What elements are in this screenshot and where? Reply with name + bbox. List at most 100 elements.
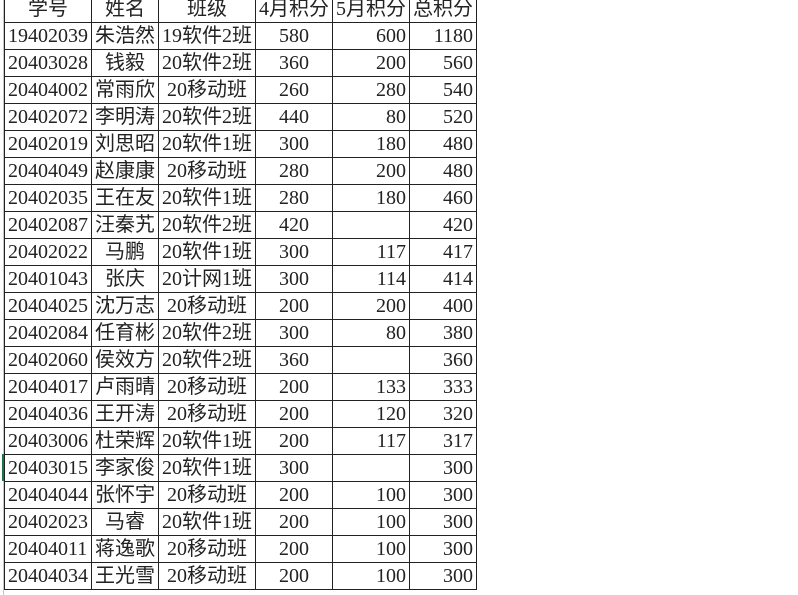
cell-total-points[interactable]: 320: [409, 400, 477, 428]
cell-class[interactable]: 20移动班: [158, 535, 256, 563]
cell-may-points[interactable]: 117: [332, 427, 410, 455]
cell-may-points[interactable]: 80: [332, 103, 410, 131]
cell-class[interactable]: 20计网1班: [158, 265, 256, 293]
cell-april-points[interactable]: 360: [255, 346, 333, 374]
cell-student-id[interactable]: 20402084: [4, 319, 92, 347]
cell-april-points[interactable]: 200: [255, 535, 333, 563]
cell-student-id[interactable]: 19402039: [4, 22, 92, 50]
cell-student-id[interactable]: 20402060: [4, 346, 92, 374]
cell-may-points[interactable]: 100: [332, 508, 410, 536]
cell-name[interactable]: 朱浩然: [91, 22, 159, 50]
cell-may-points[interactable]: 200: [332, 292, 410, 320]
cell-total-points[interactable]: 300: [409, 508, 477, 536]
cell-name[interactable]: 蒋逸歌: [91, 535, 159, 563]
header-cell-class[interactable]: 班级: [158, 0, 256, 23]
cell-total-points[interactable]: 300: [409, 535, 477, 563]
cell-student-id[interactable]: 20404044: [4, 481, 92, 509]
cell-name[interactable]: 王光雪: [91, 562, 159, 590]
header-cell-name[interactable]: 姓名: [91, 0, 159, 23]
cell-student-id[interactable]: 20403006: [4, 427, 92, 455]
cell-name[interactable]: 卢雨晴: [91, 373, 159, 401]
cell-class[interactable]: 20移动班: [158, 562, 256, 590]
cell-total-points[interactable]: 380: [409, 319, 477, 347]
cell-april-points[interactable]: 300: [255, 130, 333, 158]
cell-total-points[interactable]: 400: [409, 292, 477, 320]
header-cell-total-points[interactable]: 总积分: [409, 0, 477, 23]
cell-class[interactable]: 20软件1班: [158, 130, 256, 158]
cell-april-points[interactable]: 420: [255, 211, 333, 239]
cell-total-points[interactable]: 480: [409, 157, 477, 185]
cell-april-points[interactable]: 300: [255, 319, 333, 347]
cell-total-points[interactable]: 417: [409, 238, 477, 266]
cell-class[interactable]: 20软件2班: [158, 49, 256, 77]
cell-student-id[interactable]: 20403015: [4, 454, 92, 482]
cell-total-points[interactable]: 420: [409, 211, 477, 239]
cell-student-id[interactable]: 20404002: [4, 76, 92, 104]
cell-may-points[interactable]: [332, 454, 410, 482]
cell-student-id[interactable]: 20404036: [4, 400, 92, 428]
cell-april-points[interactable]: 260: [255, 76, 333, 104]
cell-student-id[interactable]: 20402035: [4, 184, 92, 212]
cell-class[interactable]: 20软件1班: [158, 427, 256, 455]
cell-class[interactable]: 20移动班: [158, 76, 256, 104]
cell-may-points[interactable]: 180: [332, 184, 410, 212]
cell-total-points[interactable]: 1180: [409, 22, 477, 50]
cell-may-points[interactable]: 200: [332, 49, 410, 77]
cell-april-points[interactable]: 200: [255, 508, 333, 536]
cell-total-points[interactable]: 560: [409, 49, 477, 77]
cell-student-id[interactable]: 20404034: [4, 562, 92, 590]
cell-total-points[interactable]: 333: [409, 373, 477, 401]
cell-may-points[interactable]: 180: [332, 130, 410, 158]
cell-may-points[interactable]: [332, 211, 410, 239]
cell-total-points[interactable]: 414: [409, 265, 477, 293]
cell-student-id[interactable]: 20403028: [4, 49, 92, 77]
cell-may-points[interactable]: 280: [332, 76, 410, 104]
cell-april-points[interactable]: 200: [255, 373, 333, 401]
cell-april-points[interactable]: 360: [255, 49, 333, 77]
cell-name[interactable]: 王开涛: [91, 400, 159, 428]
cell-class[interactable]: 20软件1班: [158, 238, 256, 266]
cell-student-id[interactable]: 20404049: [4, 157, 92, 185]
cell-april-points[interactable]: 200: [255, 292, 333, 320]
cell-april-points[interactable]: 200: [255, 481, 333, 509]
cell-name[interactable]: 王在友: [91, 184, 159, 212]
cell-name[interactable]: 汪秦艽: [91, 211, 159, 239]
cell-name[interactable]: 任育彬: [91, 319, 159, 347]
cell-student-id[interactable]: 20401043: [4, 265, 92, 293]
cell-class[interactable]: 20移动班: [158, 373, 256, 401]
cell-may-points[interactable]: 100: [332, 481, 410, 509]
header-cell-student-id[interactable]: 学号: [4, 0, 92, 23]
header-cell-april-points[interactable]: 4月积分: [255, 0, 333, 23]
cell-april-points[interactable]: 300: [255, 265, 333, 293]
cell-student-id[interactable]: 20404025: [4, 292, 92, 320]
cell-total-points[interactable]: 300: [409, 562, 477, 590]
cell-student-id[interactable]: 20402023: [4, 508, 92, 536]
cell-class[interactable]: 20移动班: [158, 292, 256, 320]
cell-total-points[interactable]: 300: [409, 481, 477, 509]
cell-name[interactable]: 张怀宇: [91, 481, 159, 509]
cell-may-points[interactable]: 600: [332, 22, 410, 50]
cell-class[interactable]: 20软件2班: [158, 346, 256, 374]
cell-student-id[interactable]: 20402072: [4, 103, 92, 131]
cell-total-points[interactable]: 520: [409, 103, 477, 131]
cell-april-points[interactable]: 200: [255, 562, 333, 590]
cell-class[interactable]: 20软件2班: [158, 103, 256, 131]
cell-total-points[interactable]: 480: [409, 130, 477, 158]
cell-april-points[interactable]: 440: [255, 103, 333, 131]
cell-student-id[interactable]: 20402087: [4, 211, 92, 239]
cell-april-points[interactable]: 200: [255, 427, 333, 455]
cell-name[interactable]: 钱毅: [91, 49, 159, 77]
cell-class[interactable]: 20软件2班: [158, 211, 256, 239]
cell-class[interactable]: 20软件1班: [158, 454, 256, 482]
cell-class[interactable]: 20软件1班: [158, 184, 256, 212]
cell-student-id[interactable]: 20402022: [4, 238, 92, 266]
cell-class[interactable]: 19软件2班: [158, 22, 256, 50]
cell-total-points[interactable]: 540: [409, 76, 477, 104]
cell-may-points[interactable]: 133: [332, 373, 410, 401]
cell-name[interactable]: 刘思昭: [91, 130, 159, 158]
cell-student-id[interactable]: 20404017: [4, 373, 92, 401]
cell-name[interactable]: 李家俊: [91, 454, 159, 482]
cell-may-points[interactable]: 100: [332, 562, 410, 590]
cell-total-points[interactable]: 460: [409, 184, 477, 212]
cell-april-points[interactable]: 300: [255, 454, 333, 482]
